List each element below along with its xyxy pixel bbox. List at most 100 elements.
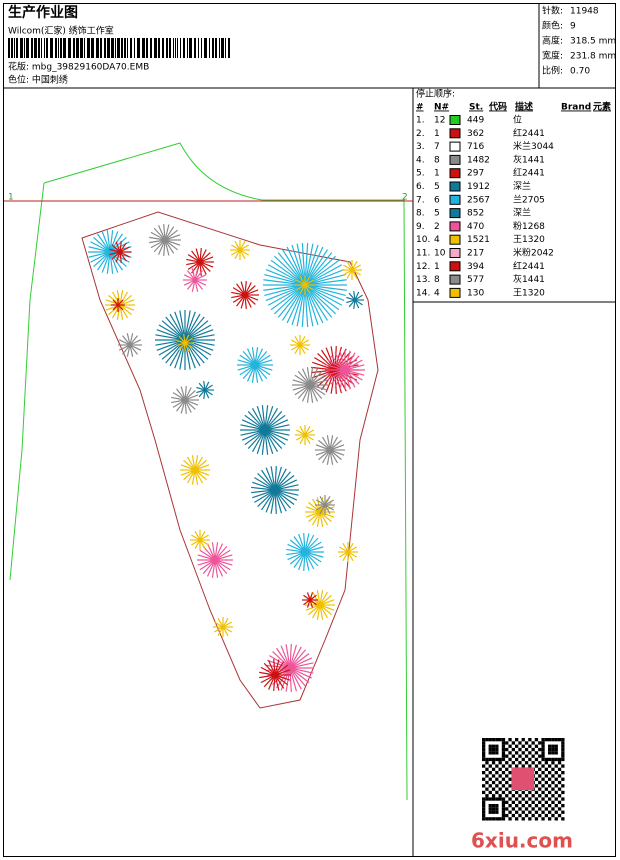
stitch — [334, 369, 337, 394]
stitch — [294, 344, 301, 354]
qr-cell — [548, 744, 552, 748]
row-index: 7. — [416, 195, 425, 205]
qr-cell — [485, 787, 489, 791]
stitch — [304, 551, 322, 563]
stitch — [289, 652, 310, 669]
stitch — [289, 667, 306, 687]
qr-cell — [548, 797, 552, 801]
stitch — [343, 269, 353, 276]
stitch — [111, 304, 121, 319]
qr-cell — [495, 797, 499, 801]
stitch — [232, 287, 246, 296]
description: 米粉2042 — [513, 247, 554, 259]
qr-cell — [554, 757, 558, 762]
qr-cell — [515, 744, 519, 748]
qr-cell — [544, 757, 548, 762]
qr-cell — [551, 787, 555, 791]
stitch — [308, 511, 321, 523]
stitch — [199, 261, 214, 268]
qr-cell — [495, 810, 499, 814]
stitch — [247, 411, 266, 431]
bar — [189, 38, 192, 58]
qr-cell — [482, 810, 486, 814]
stitch — [180, 464, 196, 471]
stitch — [129, 333, 134, 346]
qr-cell — [551, 767, 555, 771]
stitch — [303, 594, 311, 601]
stitch — [344, 364, 365, 371]
stitch — [239, 241, 246, 251]
stitch — [327, 359, 346, 371]
qr-cell — [482, 747, 486, 752]
stitch — [254, 477, 276, 491]
bar — [63, 38, 66, 58]
qr-cell — [515, 764, 519, 768]
qr-cell — [551, 807, 555, 811]
stitch — [172, 392, 186, 401]
stitch — [304, 551, 315, 570]
stitch — [254, 359, 273, 366]
qr-cell — [521, 804, 525, 808]
color-swatch — [449, 181, 461, 192]
stitch — [244, 294, 252, 308]
stitch — [304, 434, 314, 441]
stitch — [270, 489, 276, 514]
info-label: 颜色: — [542, 20, 563, 32]
stitch — [305, 511, 321, 518]
bar — [11, 38, 13, 58]
stitch — [217, 618, 224, 628]
stitch — [264, 408, 279, 431]
stitch — [316, 504, 326, 511]
bar — [183, 38, 185, 58]
qr-cell — [524, 800, 529, 804]
info-label: 比例: — [542, 65, 563, 77]
qr-cell — [538, 761, 542, 765]
stitch — [353, 299, 356, 309]
stitch — [97, 233, 111, 253]
qr-cell — [482, 754, 486, 758]
qr-cell — [498, 774, 502, 778]
column-header: N# — [434, 103, 449, 113]
stitch — [111, 251, 121, 260]
qr-cell — [541, 738, 545, 742]
qr-cell — [482, 751, 486, 755]
stitch — [129, 335, 138, 346]
column-header: Brand — [561, 103, 591, 113]
qr-cell — [495, 738, 499, 742]
stitch — [197, 559, 216, 566]
bar — [16, 38, 18, 58]
qr-cell — [538, 780, 542, 785]
stitch — [155, 339, 186, 346]
bar — [73, 38, 75, 58]
stitch — [199, 539, 206, 549]
qr-cell — [538, 800, 542, 804]
stitches: 130 — [467, 288, 484, 298]
qr-cell — [505, 807, 509, 811]
qr-cell — [557, 774, 562, 778]
stitch — [317, 369, 336, 387]
row-index: 5. — [416, 169, 425, 179]
stitch — [244, 282, 252, 296]
stitch — [194, 274, 207, 281]
qr-cell — [554, 738, 558, 742]
qr-cell — [482, 804, 486, 808]
stitch — [199, 261, 202, 276]
qr-cell — [508, 744, 512, 748]
bar — [201, 38, 202, 58]
stitches: 1912 — [467, 182, 490, 192]
stitch — [274, 659, 280, 676]
qr-cell — [557, 807, 562, 811]
qr-cell — [534, 777, 539, 781]
stitch — [244, 294, 259, 301]
stitch — [296, 434, 306, 441]
column-header: 代码 — [488, 101, 507, 113]
stitch — [109, 236, 127, 253]
qr-cell — [561, 777, 565, 781]
stitch — [289, 649, 306, 669]
qr-cell — [541, 771, 545, 775]
stitch — [296, 284, 306, 291]
qr-cell — [551, 800, 555, 804]
stitch — [199, 261, 211, 272]
qr-cell — [541, 784, 545, 788]
